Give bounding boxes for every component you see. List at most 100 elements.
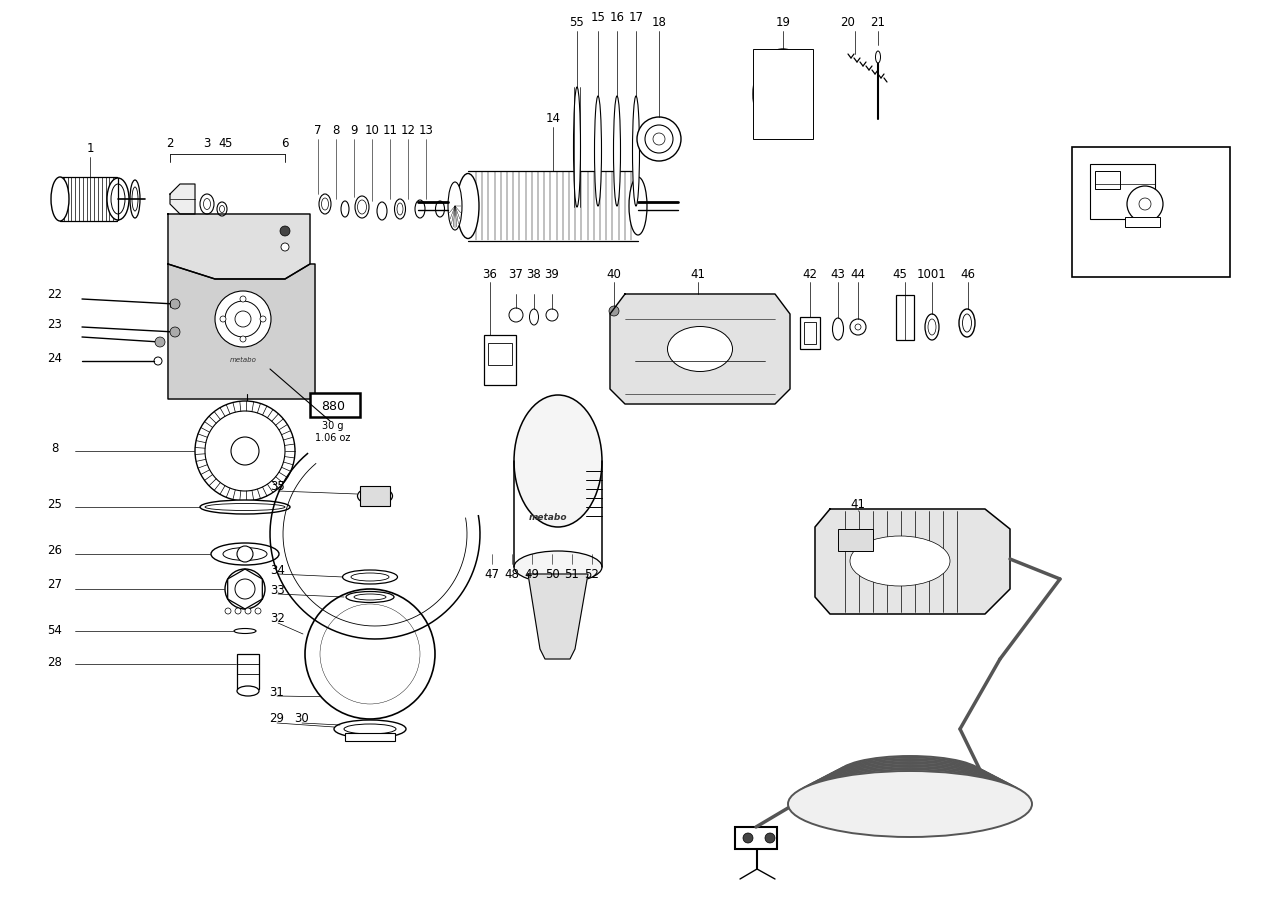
Ellipse shape [794, 770, 1027, 833]
Text: 6: 6 [282, 136, 289, 150]
Ellipse shape [340, 202, 349, 218]
Bar [484, 335, 516, 386]
Ellipse shape [334, 720, 406, 738]
Circle shape [637, 118, 681, 162]
Ellipse shape [218, 203, 227, 217]
Ellipse shape [204, 199, 210, 210]
Text: 33: 33 [270, 583, 285, 596]
Ellipse shape [515, 551, 602, 584]
Text: 17: 17 [628, 10, 644, 24]
Bar [753, 50, 813, 140]
Ellipse shape [803, 766, 1018, 823]
Circle shape [362, 646, 378, 663]
Polygon shape [170, 185, 195, 215]
Text: 26: 26 [47, 543, 63, 556]
Ellipse shape [832, 319, 844, 341]
Circle shape [244, 608, 251, 614]
Bar [1125, 218, 1160, 228]
Circle shape [241, 297, 246, 302]
Text: 12: 12 [401, 123, 416, 136]
Bar [838, 529, 873, 551]
Ellipse shape [613, 96, 621, 207]
Circle shape [349, 634, 390, 675]
Text: 37: 37 [508, 268, 524, 281]
Ellipse shape [594, 96, 602, 207]
Text: 1.06 oz: 1.06 oz [315, 433, 351, 443]
Circle shape [305, 589, 435, 720]
Text: 35: 35 [270, 480, 285, 493]
Ellipse shape [51, 177, 69, 221]
Text: 7: 7 [315, 123, 321, 136]
Circle shape [155, 337, 165, 347]
Text: 40: 40 [607, 268, 621, 281]
Circle shape [195, 402, 294, 502]
Text: 24: 24 [47, 351, 63, 364]
Bar [360, 486, 390, 506]
Text: 42: 42 [803, 268, 818, 281]
Text: 50: 50 [544, 568, 559, 581]
Circle shape [205, 412, 285, 492]
Circle shape [236, 312, 251, 328]
Ellipse shape [132, 187, 138, 211]
Ellipse shape [355, 197, 369, 219]
Ellipse shape [808, 766, 1012, 819]
Text: 10: 10 [365, 123, 379, 136]
Ellipse shape [357, 200, 366, 215]
Text: 31: 31 [270, 685, 284, 698]
Text: 30: 30 [294, 710, 310, 724]
Ellipse shape [628, 177, 646, 236]
Text: 19: 19 [776, 16, 791, 28]
Text: 15: 15 [590, 10, 605, 24]
Text: 54: 54 [47, 623, 63, 636]
Text: 22: 22 [47, 289, 63, 301]
Text: 8: 8 [51, 441, 59, 454]
Text: 51: 51 [564, 568, 580, 581]
Circle shape [170, 300, 180, 310]
Bar [237, 654, 259, 689]
Circle shape [509, 309, 524, 323]
Text: 45: 45 [892, 268, 908, 281]
Ellipse shape [515, 395, 602, 528]
Bar [1094, 172, 1120, 190]
Circle shape [255, 608, 261, 614]
Circle shape [215, 291, 271, 347]
Circle shape [236, 579, 255, 599]
Ellipse shape [200, 195, 214, 215]
Text: 20: 20 [841, 16, 855, 28]
Text: 34: 34 [270, 562, 285, 576]
Text: 16: 16 [609, 10, 625, 24]
Text: 25: 25 [47, 498, 63, 511]
Text: 46: 46 [960, 268, 975, 281]
Circle shape [260, 317, 266, 323]
Ellipse shape [237, 686, 259, 697]
Ellipse shape [632, 96, 640, 207]
Text: 13: 13 [419, 123, 434, 136]
Text: 28: 28 [47, 654, 63, 668]
Circle shape [225, 570, 265, 609]
Text: 1: 1 [86, 142, 93, 154]
Ellipse shape [234, 629, 256, 634]
Text: 1001: 1001 [918, 268, 947, 281]
Text: metabo: metabo [229, 357, 256, 363]
Text: 3: 3 [204, 136, 211, 150]
Circle shape [280, 227, 291, 237]
Text: 32: 32 [270, 611, 285, 624]
Circle shape [855, 324, 861, 331]
Text: 41: 41 [850, 498, 865, 511]
Text: 36: 36 [483, 268, 498, 281]
Bar [735, 827, 777, 849]
Text: 52: 52 [585, 568, 599, 581]
Ellipse shape [833, 757, 987, 797]
Ellipse shape [530, 310, 539, 325]
Text: 41: 41 [690, 268, 705, 281]
Text: 48: 48 [504, 568, 520, 581]
Ellipse shape [343, 571, 398, 584]
Ellipse shape [364, 492, 387, 502]
Text: 39: 39 [544, 268, 559, 281]
Bar [800, 318, 820, 349]
Ellipse shape [351, 573, 389, 582]
Text: 4: 4 [219, 136, 225, 150]
Bar [310, 393, 360, 417]
Ellipse shape [448, 183, 462, 231]
Bar [488, 344, 512, 366]
